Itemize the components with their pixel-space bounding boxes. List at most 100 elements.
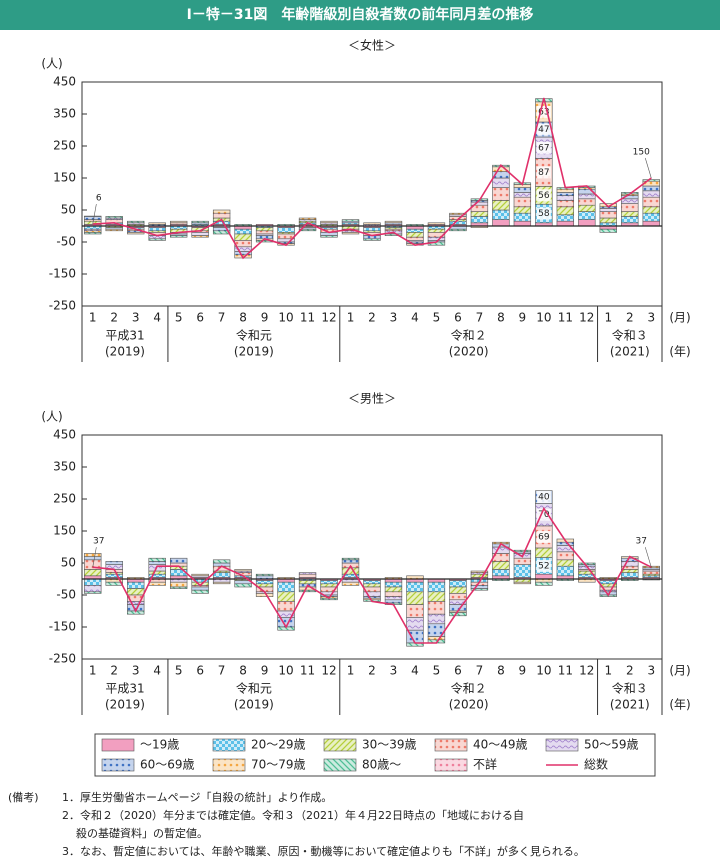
bar-segment bbox=[212, 230, 231, 235]
x-tick-label: 4 bbox=[153, 664, 161, 678]
y-axis-label: (人) bbox=[41, 410, 62, 424]
x-tick-label: 5 bbox=[175, 664, 183, 678]
bar-segment bbox=[642, 206, 660, 214]
bar-segment bbox=[556, 551, 575, 561]
note-line: 3．なお、暫定値においては、年齢や職業、原因・動機等において確定値よりも「不詳」… bbox=[62, 844, 585, 858]
x-tick-label: 4 bbox=[411, 311, 419, 325]
bar-segment bbox=[84, 578, 102, 586]
plot-frame bbox=[81, 434, 663, 660]
x-tick-label: 8 bbox=[497, 311, 505, 325]
bar-segment bbox=[449, 220, 467, 225]
x-tick-label: 7 bbox=[218, 311, 226, 325]
x-tick-label: 2 bbox=[110, 311, 118, 325]
segment-label-bg bbox=[536, 530, 551, 543]
label-leader bbox=[644, 157, 652, 179]
bar-segment bbox=[277, 601, 295, 612]
bar-segment bbox=[406, 236, 424, 241]
bar-segment bbox=[642, 185, 660, 192]
group-name: 平成31 bbox=[105, 682, 144, 696]
label-leader bbox=[92, 547, 97, 568]
x-tick-label: 11 bbox=[558, 664, 573, 678]
bar-segment bbox=[320, 583, 338, 588]
group-name: 令和元 bbox=[236, 328, 272, 343]
legend-swatch bbox=[545, 738, 579, 752]
bar-segment bbox=[148, 227, 166, 232]
bar-segment bbox=[255, 593, 274, 597]
x-tick-label: 4 bbox=[153, 311, 161, 325]
bar-segment bbox=[320, 580, 338, 585]
total-line bbox=[92, 506, 652, 644]
x-tick-label: 2 bbox=[626, 664, 634, 678]
y-tick-label: -250 bbox=[49, 652, 76, 666]
bar-segment bbox=[298, 589, 317, 593]
bar-segment bbox=[169, 581, 188, 588]
bar-segment bbox=[513, 564, 532, 578]
x-tick-label: 3 bbox=[390, 311, 398, 325]
bar-segment bbox=[599, 217, 617, 224]
bar-segment bbox=[234, 583, 252, 588]
bar-segment bbox=[556, 192, 575, 196]
bar-segment bbox=[277, 591, 295, 602]
bar-segment bbox=[427, 228, 446, 233]
line-label: 150 bbox=[633, 148, 650, 158]
bar-segment bbox=[578, 193, 596, 200]
bar-segment bbox=[513, 212, 532, 222]
bar-segment bbox=[556, 200, 575, 208]
bar-segment bbox=[449, 612, 467, 617]
chart-title: ＜女性＞ bbox=[348, 38, 396, 53]
legend-swatch bbox=[101, 738, 135, 752]
legend-label: 20～29歳 bbox=[251, 738, 306, 752]
bar-segment bbox=[621, 569, 639, 573]
bar-segment bbox=[212, 559, 231, 564]
bar-segment bbox=[84, 232, 102, 235]
bar-segment bbox=[105, 561, 123, 565]
line-label: 6 bbox=[96, 194, 102, 204]
bar-segment bbox=[535, 547, 553, 558]
y-tick-label: 450 bbox=[53, 75, 76, 89]
x-tick-label: 2 bbox=[110, 664, 118, 678]
segment-label-bg bbox=[536, 491, 551, 504]
bar-segment bbox=[513, 220, 532, 227]
x-tick-label: 1 bbox=[89, 664, 97, 678]
bar-segment bbox=[127, 588, 145, 596]
bar-segment bbox=[535, 573, 553, 580]
y-tick-label: 250 bbox=[53, 139, 76, 153]
bar-segment bbox=[642, 570, 660, 575]
bar-segment bbox=[578, 219, 596, 227]
bar-segment bbox=[642, 220, 660, 227]
group-year: (2020) bbox=[449, 345, 489, 359]
group-name: 令和３ bbox=[612, 681, 648, 696]
group-name: 令和２ bbox=[451, 681, 487, 696]
segment-label-bg bbox=[536, 207, 551, 220]
bar-segment bbox=[384, 599, 403, 604]
bar-segment bbox=[384, 591, 403, 597]
bar-segment bbox=[341, 219, 360, 222]
x-tick-label: 5 bbox=[433, 311, 441, 325]
x-tick-label: 10 bbox=[278, 664, 293, 678]
legend-swatch bbox=[323, 758, 357, 772]
y-axis-label: (人) bbox=[41, 57, 62, 71]
bar-segment bbox=[255, 580, 274, 585]
bar-segment bbox=[599, 228, 617, 233]
bar-segment bbox=[406, 591, 424, 605]
bar-segment bbox=[298, 228, 317, 232]
x-tick-label: 5 bbox=[175, 311, 183, 325]
x-tick-label: 6 bbox=[454, 664, 462, 678]
y-tick-label: -50 bbox=[56, 235, 76, 249]
x-tick-label: 12 bbox=[579, 664, 594, 678]
bar-segment bbox=[341, 559, 360, 564]
legend-label: 総数 bbox=[584, 757, 608, 772]
legend-label: ～19歳 bbox=[140, 738, 179, 752]
bar-segment bbox=[298, 573, 317, 578]
x-tick-label: 1 bbox=[89, 311, 97, 325]
bar-segment bbox=[406, 604, 424, 618]
bar-segment bbox=[492, 219, 510, 227]
bar-segment bbox=[513, 206, 532, 214]
bar-segment bbox=[492, 200, 510, 211]
bar-segment bbox=[234, 240, 252, 248]
bar-segment bbox=[234, 233, 252, 241]
bar-segment bbox=[169, 220, 188, 224]
y-tick-label: 150 bbox=[53, 524, 76, 538]
x-tick-label: 5 bbox=[433, 664, 441, 678]
segment-label: 52 bbox=[538, 561, 549, 571]
